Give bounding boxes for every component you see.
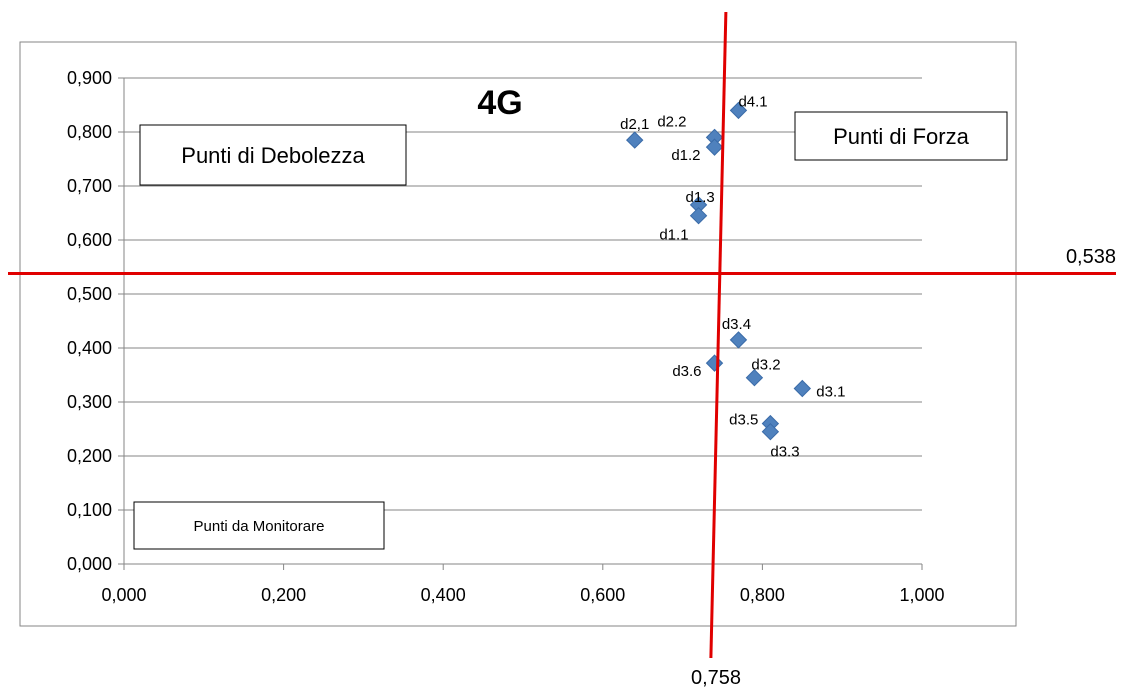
x-tick-label: 0,800 xyxy=(740,585,785,605)
data-point xyxy=(761,422,780,441)
data-point xyxy=(729,331,748,349)
data-point xyxy=(626,131,644,149)
data-point-label: d3.4 xyxy=(722,316,751,333)
y-tick-label: 0,200 xyxy=(67,446,112,466)
y-tick-label: 0,500 xyxy=(67,284,112,304)
y-tick-label: 0,700 xyxy=(67,176,112,196)
data-point-label: d3.5 xyxy=(729,412,758,429)
y-tick-label: 0,000 xyxy=(67,554,112,574)
data-point xyxy=(745,368,764,387)
data-point-label: d3.6 xyxy=(672,363,701,380)
data-point-label: d3.2 xyxy=(751,357,780,374)
data-point-label: d3.1 xyxy=(816,384,845,401)
y-tick-label: 0,800 xyxy=(67,122,112,142)
quadrant-label-top-right-text: Punti di Forza xyxy=(833,124,969,149)
y-tick-label: 0,300 xyxy=(67,392,112,412)
y-tick-label: 0,900 xyxy=(67,68,112,88)
data-point-label: d1.2 xyxy=(671,147,700,164)
x-tick-label: 0,600 xyxy=(580,585,625,605)
vertical-reference-label: 0,758 xyxy=(691,667,741,689)
reference-lines xyxy=(8,11,1116,659)
data-point-label: d2.2 xyxy=(657,113,686,130)
y-tick-label: 0,600 xyxy=(67,230,112,250)
data-point-label: d4.1 xyxy=(738,93,767,110)
quadrant-label-bottom-left-text: Punti da Monitorare xyxy=(194,518,325,535)
quadrant-label-top-left: Punti di Debolezza xyxy=(139,124,407,186)
x-tick-labels: 0,000 0,200 0,400 0,600 0,800 1,000 xyxy=(101,585,944,605)
axes xyxy=(118,77,923,570)
quadrant-label-top-left-text: Punti di Debolezza xyxy=(181,143,365,168)
data-point xyxy=(689,206,708,225)
x-tick-label: 1,000 xyxy=(899,585,944,605)
horizontal-reference-label: 0,538 xyxy=(1066,246,1116,268)
y-tick-labels: 0,000 0,100 0,200 0,300 0,400 0,500 0,600 0,700… xyxy=(67,68,112,574)
data-point-label: d1.1 xyxy=(659,227,688,244)
data-point xyxy=(793,379,812,398)
x-tick-label: 0,200 xyxy=(261,585,306,605)
data-point-label: d2,1 xyxy=(620,116,649,133)
data-point-label: d3.3 xyxy=(770,444,799,461)
quadrant-label-bottom-left: Punti da Monitorare xyxy=(133,501,385,550)
data-point xyxy=(705,138,724,156)
vertical-reference-line xyxy=(709,11,728,659)
y-tick-label: 0,100 xyxy=(67,500,112,520)
x-tick-label: 0,400 xyxy=(421,585,466,605)
chart-title: 4G xyxy=(477,84,522,122)
x-tick-label: 0,000 xyxy=(101,585,146,605)
y-tick-label: 0,400 xyxy=(67,338,112,358)
data-points: d2,1 d2.2 d1.2 d4.1 d1.3 d1.1 d3.4 d3.6 d3.2 d3.1… xyxy=(620,93,845,460)
data-point xyxy=(729,101,748,120)
data-point-label: d1.3 xyxy=(686,189,715,206)
quadrant-label-top-right: Punti di Forza xyxy=(794,111,1008,161)
